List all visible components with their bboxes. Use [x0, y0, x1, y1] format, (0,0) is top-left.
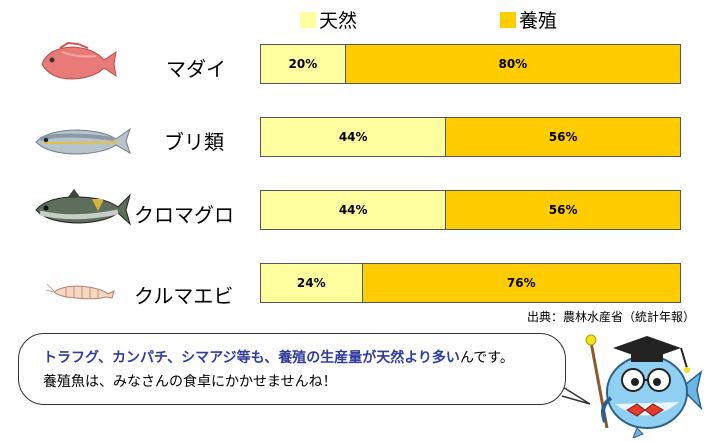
legend-swatch-wild	[300, 11, 316, 28]
professor-fish-mascot-icon	[585, 334, 703, 438]
speech-bubble-tail	[558, 383, 591, 405]
fish-name-madai: マダイ	[166, 57, 226, 81]
bar-row-buri: 44% 56%	[260, 117, 681, 157]
bluefin-tuna-icon	[35, 189, 131, 226]
bar-segment-farm-1: 56%	[445, 118, 680, 156]
data-label: 44%	[338, 203, 368, 217]
fish-name-kuromaguro: クロマグロ	[134, 203, 234, 227]
data-label: 76%	[506, 276, 536, 290]
legend-item-wild: 天然	[300, 6, 357, 33]
data-label: 56%	[548, 203, 578, 217]
fish-name-buri: ブリ類	[164, 130, 224, 154]
bubble-highlight-species: トラフグ、カンパチ、シマアジ等も、	[43, 350, 279, 366]
legend-label-farm: 養殖	[519, 10, 558, 32]
data-label: 24%	[296, 276, 326, 290]
bar-segment-farm-2: 56%	[445, 191, 680, 229]
bar-segment-farm-0: 80%	[344, 45, 680, 83]
bubble-highlight-claim: 養殖の生産量が天然より多い	[278, 350, 460, 366]
bar-segment-wild-1: 44%	[261, 118, 446, 156]
bubble-line-1-tail: んです。	[459, 350, 514, 366]
red-sea-bream-icon	[41, 42, 117, 80]
legend-swatch-farm	[500, 11, 516, 28]
bar-row-kurumaebi: 24% 76%	[260, 263, 681, 303]
source-note: 出典：農林水産省（統計年報）	[526, 310, 695, 324]
fish-name-kurumaebi: クルマエビ	[134, 284, 234, 308]
bar-row-madai: 20% 80%	[260, 44, 681, 84]
speech-bubble: トラフグ、カンパチ、シマアジ等も、養殖の生産量が天然より多いんです。 養殖魚は、…	[18, 333, 566, 405]
data-label: 56%	[548, 130, 578, 144]
data-label: 80%	[498, 57, 528, 71]
yellowtail-icon	[35, 127, 131, 155]
legend-item-farm: 養殖	[500, 6, 557, 33]
bar-segment-wild-0: 20%	[261, 45, 345, 83]
data-label: 44%	[338, 130, 368, 144]
kuruma-prawn-icon	[46, 283, 115, 300]
bubble-line-2: 養殖魚は、みなさんの食卓にかかせませんね！	[43, 374, 337, 390]
data-label: 20%	[288, 57, 318, 71]
bar-segment-wild-3: 24%	[261, 264, 362, 302]
bar-segment-wild-2: 44%	[261, 191, 446, 229]
bubble-line-1: トラフグ、カンパチ、シマアジ等も、養殖の生産量が天然より多いんです。	[43, 347, 549, 367]
bar-segment-farm-3: 76%	[361, 264, 680, 302]
legend-label-wild: 天然	[319, 10, 358, 32]
bar-row-kuromaguro: 44% 56%	[260, 190, 681, 230]
